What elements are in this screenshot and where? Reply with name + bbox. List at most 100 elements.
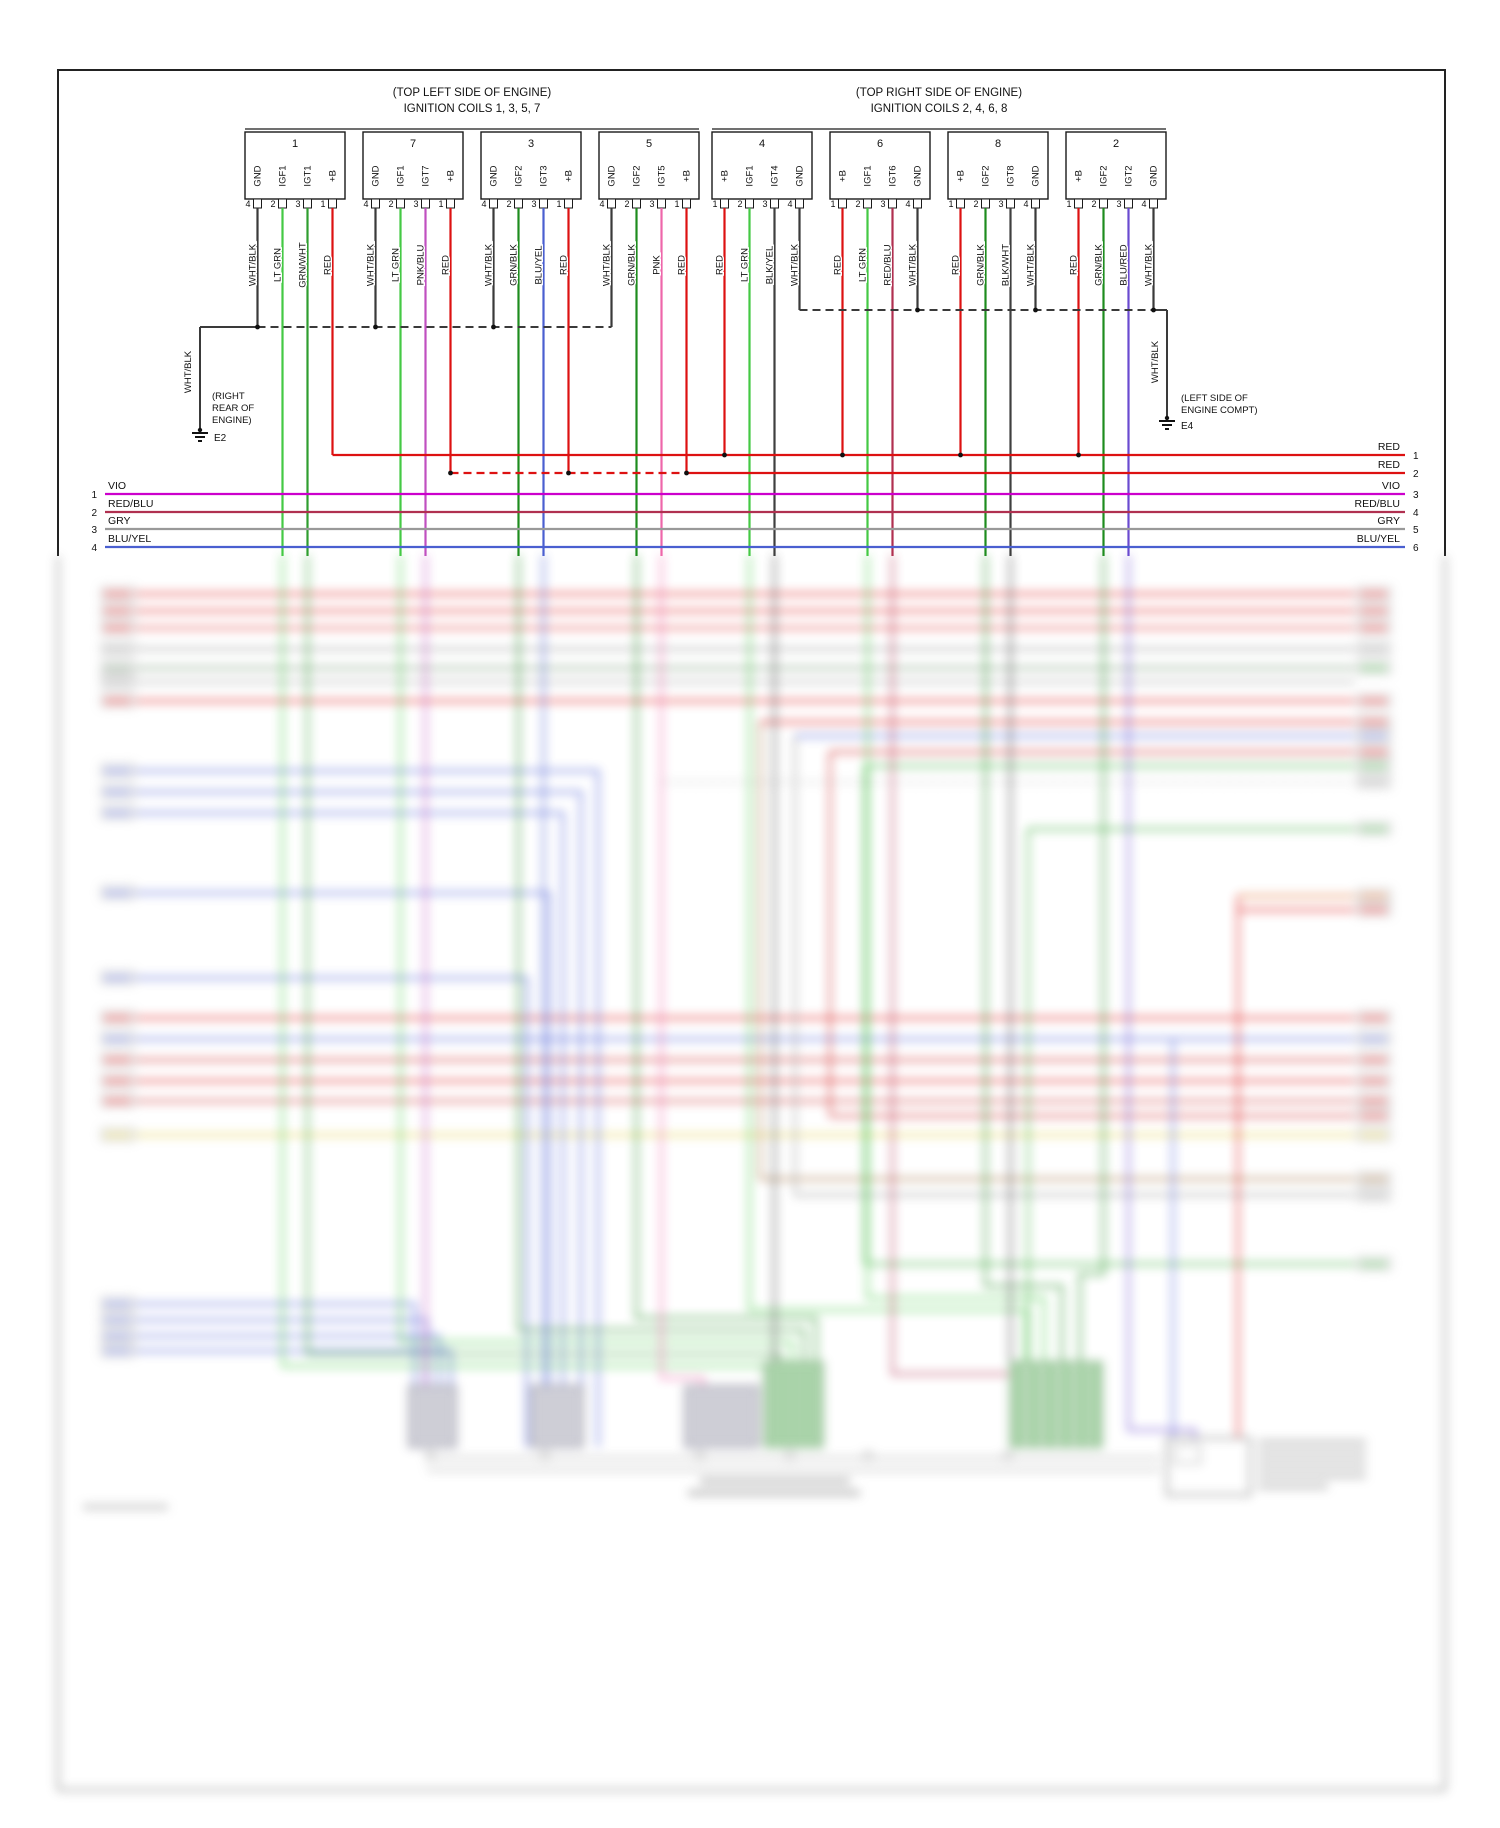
pin-number: 3 <box>1116 199 1121 209</box>
blur-stub <box>1356 1010 1392 1025</box>
ignition-coil-diagram: (TOP LEFT SIDE OF ENGINE) IGNITION COILS… <box>57 69 1446 556</box>
bus-number: 4 <box>91 543 97 554</box>
pin-number: 2 <box>1091 199 1096 209</box>
pin-terminal <box>564 198 573 209</box>
pin-number: 3 <box>998 199 1003 209</box>
pin-label: IGT2 <box>1124 165 1135 186</box>
connector-number: 1 <box>292 138 298 150</box>
pin-label: IGF2 <box>981 165 992 186</box>
pin-label: IGT7 <box>421 165 432 186</box>
wire-color-label: WHT/BLK <box>1144 243 1155 286</box>
coil-connector-box <box>1065 131 1167 200</box>
bus-number: 2 <box>91 508 97 519</box>
ground-node <box>197 427 203 433</box>
pin-number: 4 <box>363 199 368 209</box>
blur-stub <box>100 674 136 689</box>
pin-terminal <box>514 198 523 209</box>
blur-stub <box>100 885 136 900</box>
pin-label: IGT6 <box>888 165 899 186</box>
pin-number: 4 <box>787 199 792 209</box>
bus-label: RED/BLU <box>1354 498 1400 510</box>
wire-color-label: WHT/BLK <box>790 243 801 286</box>
pin-label: GND <box>1031 165 1042 186</box>
blur-stub <box>1356 774 1392 789</box>
blur-stub <box>1356 1256 1392 1271</box>
pin-number: 3 <box>762 199 767 209</box>
pin-number: 4 <box>245 199 250 209</box>
pin-terminal <box>657 198 666 209</box>
blur-stub <box>100 641 136 656</box>
pin-label: GND <box>371 165 382 186</box>
blur-stub <box>1356 758 1392 773</box>
ground-location: (RIGHT <box>212 391 245 402</box>
bus-label: BLU/YEL <box>108 533 151 545</box>
pin-number: 4 <box>599 199 604 209</box>
frame-border <box>57 69 1446 556</box>
ground-id: E4 <box>1181 421 1194 432</box>
ground-id: E2 <box>214 433 227 444</box>
blur-stub <box>100 1052 136 1067</box>
pin-number: 2 <box>737 199 742 209</box>
pin-number: 2 <box>973 199 978 209</box>
wire-color-label: PNK/BLU <box>416 245 427 286</box>
pin-number: 4 <box>481 199 486 209</box>
blur-wire <box>866 552 1046 1372</box>
pin-terminal <box>1006 198 1015 209</box>
blur-right-box-text <box>1258 1440 1366 1489</box>
pin-label: IGT3 <box>539 165 550 186</box>
wire-color-label: GRN/BLK <box>1094 243 1105 285</box>
pin-terminal <box>838 198 847 209</box>
bus-label: GRY <box>108 515 131 527</box>
blur-stub <box>100 970 136 985</box>
blur-bottom-blocks <box>83 1361 1366 1510</box>
pin-label: +B <box>446 170 457 182</box>
wire-color-label: RED <box>677 255 688 275</box>
wire-color-label: RED <box>833 255 844 275</box>
pin-number: 2 <box>506 199 511 209</box>
blur-stub <box>100 1296 136 1311</box>
pin-number: 3 <box>295 199 300 209</box>
blur-stub <box>1356 821 1392 836</box>
pin-number: 1 <box>674 199 679 209</box>
pin-label: +B <box>682 170 693 182</box>
pin-label: +B <box>838 170 849 182</box>
coil-connector-box <box>244 131 346 200</box>
bus-label: VIO <box>108 480 126 492</box>
blur-wires <box>100 552 1392 1447</box>
pin-number: 3 <box>413 199 418 209</box>
pin-label: IGF2 <box>514 165 525 186</box>
wire-color-label: WHT/BLK <box>602 243 613 286</box>
pin-label: IGF2 <box>632 165 643 186</box>
blur-stub <box>100 1127 136 1142</box>
pin-terminal <box>682 198 691 209</box>
wire-color-label: WHT/BLK <box>366 243 377 286</box>
pin-label: IGT8 <box>1006 165 1017 186</box>
blur-stub <box>1356 586 1392 601</box>
pin-number: 1 <box>438 199 443 209</box>
blur-stub <box>1356 603 1392 618</box>
pin-number: 2 <box>270 199 275 209</box>
blur-stub <box>100 693 136 708</box>
pin-terminal <box>745 198 754 209</box>
pin-label: GND <box>253 165 264 186</box>
bus-label: RED <box>1378 441 1401 453</box>
pin-label: IGF2 <box>1099 165 1110 186</box>
blur-stub <box>1356 1031 1392 1046</box>
blur-stub <box>100 1010 136 1025</box>
pin-label: IGF1 <box>745 165 756 186</box>
pin-terminal <box>888 198 897 209</box>
pin-label: IGF1 <box>863 165 874 186</box>
bus-number: 1 <box>1413 451 1419 462</box>
ground-bus-right: WHT/BLK (LEFT SIDE OF ENGINE COMPT) E4 <box>799 307 1258 432</box>
wire-color-label: BLU/RED <box>1119 244 1130 285</box>
blur-stub <box>1356 1127 1392 1142</box>
blur-stub <box>100 1073 136 1088</box>
wire-color-label: WHT/BLK <box>248 243 259 286</box>
blur-stub <box>1356 1187 1392 1202</box>
blur-wire <box>399 552 794 1388</box>
wire-color-label: LT GRN <box>391 248 402 282</box>
pin-label: GND <box>795 165 806 186</box>
pin-label: GND <box>1149 165 1160 186</box>
ground-location: (LEFT SIDE OF <box>1181 393 1248 404</box>
blur-stub <box>1356 660 1392 675</box>
